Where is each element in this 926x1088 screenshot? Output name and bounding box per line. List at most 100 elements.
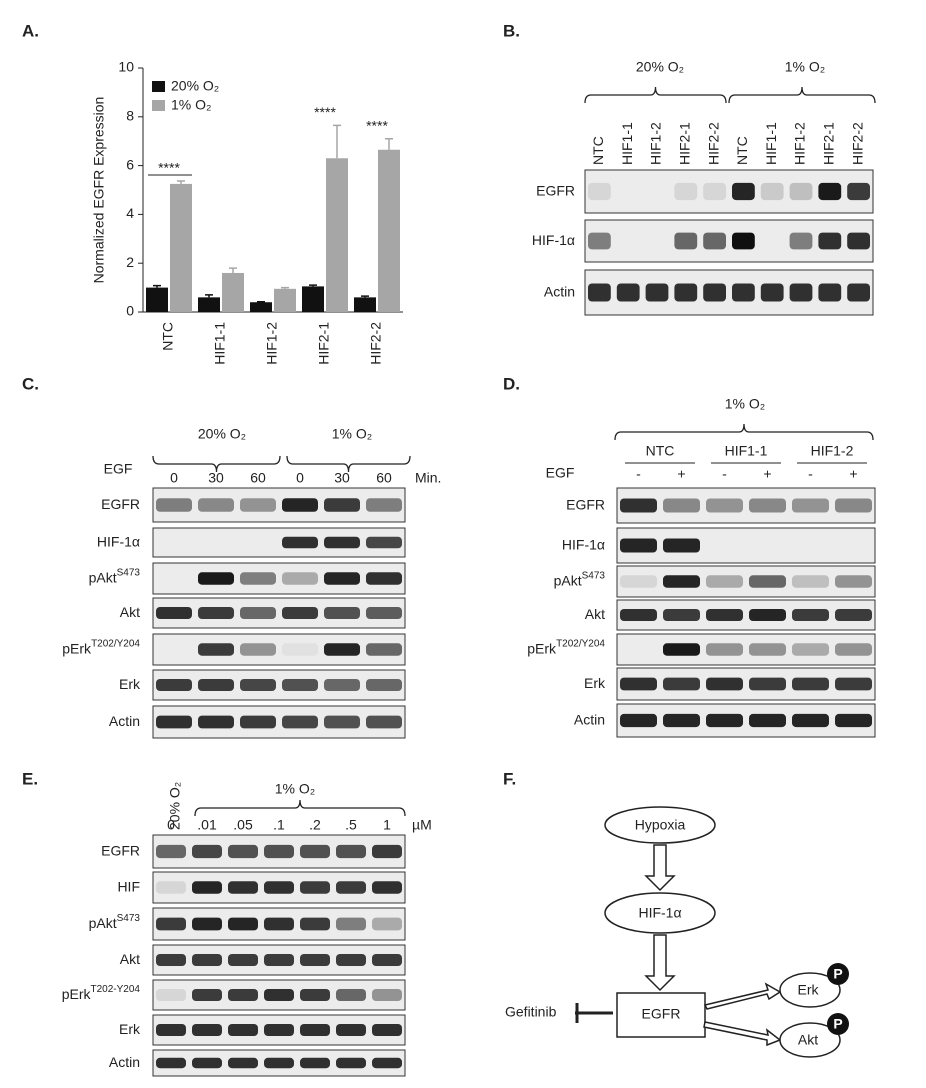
group-label: NTC: [646, 443, 675, 459]
band: [372, 989, 402, 1001]
inhibition: [575, 1003, 613, 1023]
lane-label: HIF1-1: [763, 122, 779, 165]
band: [835, 498, 872, 513]
band: [663, 575, 700, 588]
band: [198, 715, 234, 729]
x-tick-label: HIF1-1: [212, 322, 228, 365]
x-tick-label: HIF2-2: [368, 322, 384, 365]
band: [372, 954, 402, 966]
band: [789, 232, 813, 250]
time-label: 30: [208, 470, 224, 486]
condition: 1% O₂: [332, 426, 372, 442]
condition: 20% O₂: [198, 426, 246, 442]
treatment-sign: -: [722, 466, 727, 482]
phospho-badge: [827, 963, 849, 985]
band: [156, 844, 186, 859]
significance: ****: [366, 117, 388, 133]
band: [663, 538, 700, 553]
band: [264, 917, 294, 931]
band: [749, 575, 786, 588]
protein-site: T202/Y204: [91, 638, 140, 649]
row-label: pErkT202/Y204: [62, 638, 140, 656]
y-tick-label: 10: [118, 59, 134, 75]
row-label: Actin: [574, 711, 605, 727]
band: [324, 643, 360, 656]
row-label: Erk: [119, 1021, 141, 1037]
band: [818, 283, 842, 302]
protein-name: pErk: [527, 640, 557, 656]
band: [228, 881, 258, 894]
protein-name: HIF-1α: [97, 533, 140, 549]
band: [228, 1024, 258, 1036]
protein-name: Akt: [120, 951, 140, 967]
band: [282, 607, 318, 619]
band: [372, 1024, 402, 1036]
blot: [152, 597, 406, 629]
protein-name: Erk: [119, 1021, 141, 1037]
band: [264, 844, 294, 859]
band: [706, 643, 743, 656]
band: [240, 498, 276, 512]
band: [300, 1057, 330, 1069]
band: [156, 954, 186, 966]
band: [835, 609, 872, 621]
row-label: pErkT202-Y204: [62, 984, 141, 1002]
band: [847, 232, 870, 250]
row-label: Erk: [119, 676, 141, 692]
band: [792, 643, 829, 656]
lane-label: NTC: [734, 136, 750, 165]
lane-label: HIF2-2: [849, 122, 865, 165]
band: [663, 643, 700, 656]
treatment-label: EGF: [546, 465, 575, 481]
error-bar: [229, 267, 237, 273]
brace: [194, 799, 406, 817]
protein-name: EGFR: [101, 842, 140, 858]
band: [156, 679, 192, 691]
blot: [616, 487, 876, 524]
row-label: pErkT202/Y204: [527, 638, 605, 656]
x-tick-label: HIF2-1: [316, 322, 332, 365]
legend-label: 20% O₂: [171, 78, 219, 94]
panel-label: B.: [503, 21, 520, 40]
error-bar: [333, 124, 341, 159]
dose-label: .2: [309, 817, 321, 833]
band: [192, 954, 222, 966]
protein-name: Erk: [119, 676, 141, 692]
brace: [152, 455, 281, 473]
blot: [152, 669, 406, 701]
band: [300, 1024, 330, 1036]
brace: [286, 455, 411, 473]
node-label: Hypoxia: [635, 817, 686, 833]
y-tick-label: 8: [126, 108, 134, 124]
significance: ****: [158, 160, 180, 176]
protein-name: HIF-1α: [532, 232, 575, 248]
band: [324, 715, 360, 729]
bar: [222, 272, 244, 312]
band: [674, 182, 698, 201]
dose-label: 1: [383, 817, 391, 833]
time-label: 0: [170, 470, 178, 486]
band: [336, 954, 366, 966]
band: [198, 572, 234, 585]
band: [324, 572, 360, 585]
x-tick-label: NTC: [160, 322, 176, 351]
blot: [152, 705, 406, 739]
band: [336, 1057, 366, 1069]
dose-label: .05: [233, 817, 253, 833]
band: [240, 643, 276, 656]
band: [192, 1024, 222, 1036]
bar: [354, 297, 376, 312]
arrow: [644, 934, 676, 992]
band: [300, 917, 330, 931]
band: [732, 182, 755, 201]
band: [703, 182, 726, 201]
bar: [302, 286, 324, 312]
blot: [152, 527, 406, 558]
band: [264, 1024, 294, 1036]
row-label: Actin: [109, 1054, 140, 1070]
treatment-sign: +: [763, 466, 771, 482]
x-tick-label: HIF1-2: [264, 322, 280, 365]
band: [588, 283, 611, 302]
band: [749, 609, 786, 621]
band: [789, 182, 813, 201]
